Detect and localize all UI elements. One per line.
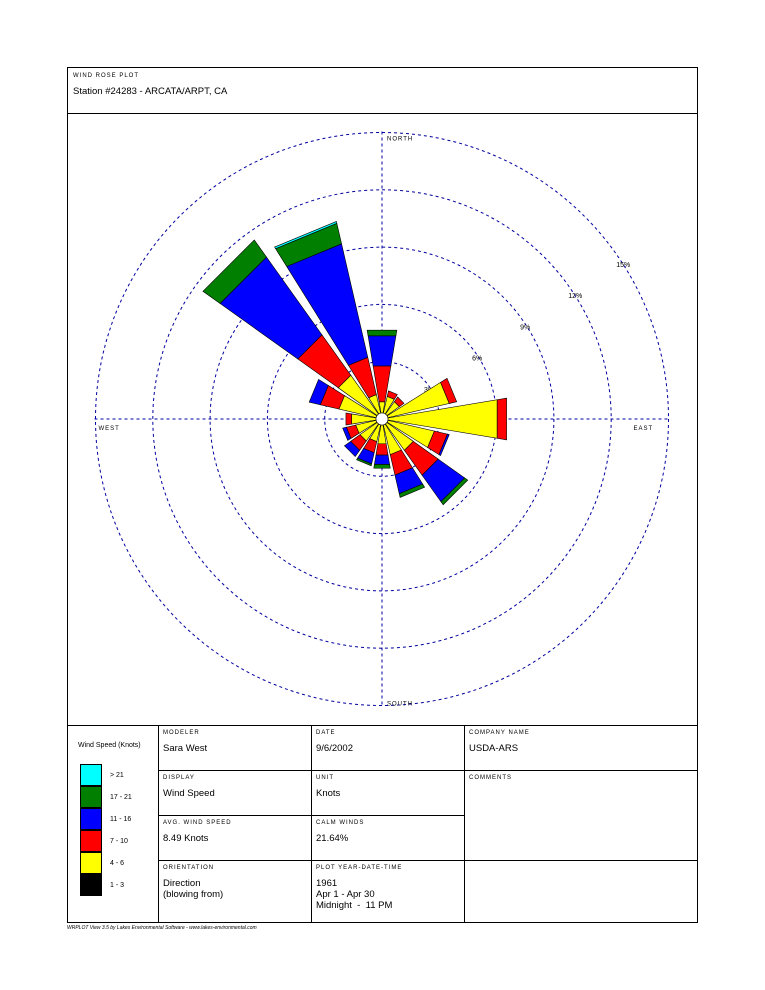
legend-label-17-21: 17 - 21 (110, 794, 132, 801)
modeler-value: Sara West (163, 743, 208, 754)
avg-speed-cell: AVG. WIND SPEED 8.49 Knots (158, 816, 311, 861)
calm-center (375, 412, 389, 426)
legend-label-1-3: 1 - 3 (110, 882, 125, 889)
plot-time-cell: PLOT YEAR-DATE-TIME 1961 Apr 1 - Apr 30 … (311, 861, 464, 923)
east-label: EAST (634, 426, 654, 432)
legend-label-11-16: 11 - 16 (110, 816, 132, 823)
unit-value: Knots (316, 788, 341, 799)
south-label: SOUTH (387, 702, 413, 708)
petal-135-bin-4 (440, 477, 469, 506)
date-value: 9/6/2002 (316, 743, 353, 754)
legend-label-4-6: 4 - 6 (110, 860, 125, 867)
avg-speed-label: AVG. WIND SPEED (163, 820, 232, 826)
petal-67.5-bin-2 (440, 377, 458, 404)
ring-15 (95, 132, 669, 706)
plot-time-label: PLOT YEAR-DATE-TIME (316, 865, 403, 871)
petal-225-bin-3 (343, 440, 361, 458)
petal-112.5-bin-3 (438, 433, 450, 457)
legend-title: Wind Speed (Knots) (78, 742, 141, 749)
petal-0-bin-3 (367, 335, 397, 367)
legend-label-7-10: 7 - 10 (110, 838, 128, 845)
ring-label-6: 6% (472, 356, 482, 363)
ring-9 (209, 246, 555, 592)
company-label: COMPANY NAME (469, 730, 530, 736)
modeler-label: MODELER (163, 730, 200, 736)
comments-label: COMMENTS (469, 775, 512, 781)
petal-0-bin-4 (366, 329, 398, 337)
plot-header: WIND ROSE PLOT Station #24283 - ARCATA/A… (68, 68, 697, 114)
plot-frame: WIND ROSE PLOT Station #24283 - ARCATA/A… (67, 67, 698, 923)
unit-cell: UNIT Knots (311, 771, 464, 816)
legend-swatch-17-21 (80, 786, 102, 808)
petal-247.5-bin-3 (342, 426, 352, 441)
display-value: Wind Speed (163, 788, 215, 799)
petal-180-bin-4 (373, 464, 391, 469)
petal-337.5-bin-5 (274, 221, 338, 250)
petal-180-bin-3 (374, 454, 390, 465)
petal-315-bin-4 (202, 239, 267, 304)
petal-270-bin-2 (345, 412, 352, 426)
calm-winds-label: CALM WINDS (316, 820, 365, 826)
station-title: Station #24283 - ARCATA/ARPT, CA (73, 86, 228, 97)
legend-swatch-1-3 (80, 874, 102, 896)
date-label: DATE (316, 730, 336, 736)
legend-label-gt21: > 21 (110, 772, 124, 779)
unit-label: UNIT (316, 775, 334, 781)
petal-202.5-bin-4 (356, 457, 372, 467)
company-value: USDA-ARS (469, 743, 519, 754)
petal-45-bin-2 (393, 396, 405, 408)
info-panel: Wind Speed (Knots) > 21 17 - 21 11 - 16 … (68, 725, 697, 923)
petal-90-bin-2 (496, 397, 507, 441)
legend-swatch-gt21 (80, 764, 102, 786)
ring-label-12: 12% (568, 293, 582, 300)
ring-label-15: 15% (616, 262, 630, 269)
legend-swatch-11-16 (80, 808, 102, 830)
software-credit: WRPLOT View 3.5 by Lakes Environmental S… (67, 925, 257, 931)
calm-winds-cell: CALM WINDS 21.64% (311, 816, 464, 861)
ring-label-9: 9% (520, 324, 530, 331)
orientation-value: Direction (blowing from) (163, 878, 224, 900)
display-cell: DISPLAY Wind Speed (158, 771, 311, 816)
petal-292.5-bin-3 (308, 378, 329, 406)
plot-type-label: WIND ROSE PLOT (73, 73, 140, 79)
orientation-label: ORIENTATION (163, 865, 215, 871)
north-label: NORTH (387, 137, 413, 143)
wind-speed-legend: Wind Speed (Knots) > 21 17 - 21 11 - 16 … (68, 726, 158, 923)
orientation-cell: ORIENTATION Direction (blowing from) (158, 861, 311, 923)
petal-22.5-bin-2 (386, 390, 398, 400)
display-label: DISPLAY (163, 775, 195, 781)
legend-swatch-7-10 (80, 830, 102, 852)
date-cell: DATE 9/6/2002 (311, 726, 464, 771)
avg-speed-value: 8.49 Knots (163, 833, 209, 844)
blank-cell (464, 861, 697, 923)
west-label: WEST (99, 426, 120, 432)
plot-time-value: 1961 Apr 1 - Apr 30 Midnight - 11 PM (316, 878, 393, 911)
petal-157.5-bin-4 (398, 483, 426, 498)
calm-winds-value: 21.64% (316, 833, 349, 844)
petal-180-bin-2 (375, 443, 389, 456)
modeler-cell: MODELER Sara West (158, 726, 311, 771)
comments-cell: COMMENTS (464, 771, 697, 861)
company-cell: COMPANY NAME USDA-ARS (464, 726, 697, 771)
legend-swatch-4-6 (80, 852, 102, 874)
